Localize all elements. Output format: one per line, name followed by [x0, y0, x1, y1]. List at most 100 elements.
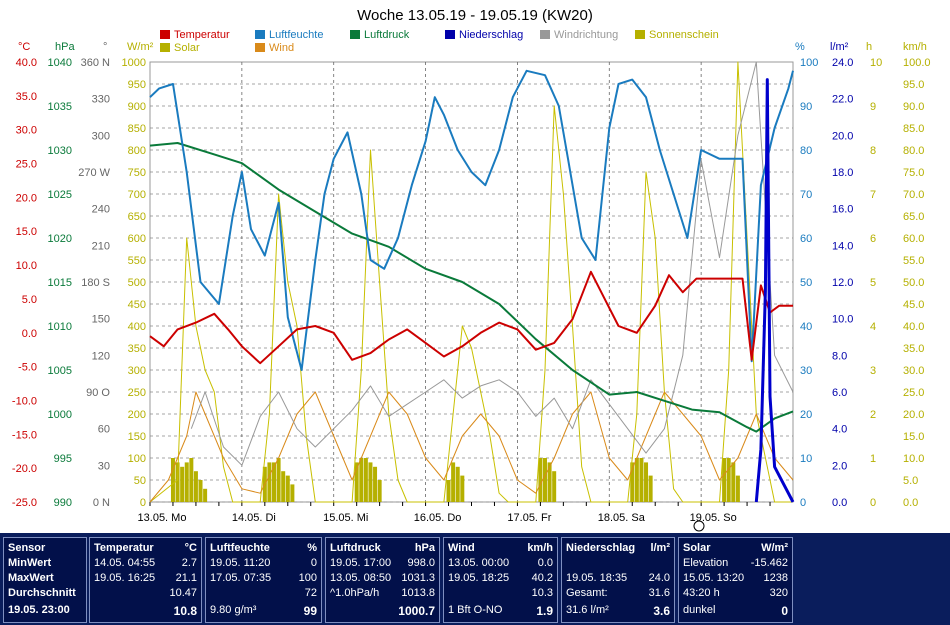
axis-tick-label: 35.0 — [903, 343, 924, 355]
axis-tick-label: 330 — [92, 94, 110, 106]
hum-current: 99 — [303, 604, 317, 618]
axis-unit: % — [795, 41, 805, 53]
wind-header: Wind — [448, 542, 475, 554]
legend-swatch — [160, 43, 170, 52]
axis-tick-label: -10.0 — [12, 395, 37, 407]
axis-tick-label: 20.0 — [16, 192, 37, 204]
axis-unit: °C — [18, 41, 30, 53]
axis-tick-label: 300 — [92, 130, 110, 142]
legend-swatch — [445, 30, 455, 39]
legend-label: Sonnenschein — [649, 29, 719, 41]
axis-tick-label: 1005 — [48, 365, 72, 377]
sunshine-bar — [547, 462, 552, 502]
hum-header: Luftfeuchte — [210, 542, 270, 554]
legend-swatch — [350, 30, 360, 39]
axis-tick-label: 7 — [870, 189, 876, 201]
axis-tick-label: 1020 — [48, 233, 72, 245]
axis-tick-label: 2.0 — [832, 460, 847, 472]
axis-tick-label: 60 — [98, 424, 110, 436]
axis-tick-label: 10 — [870, 57, 882, 69]
axis-tick-label: 40.0 — [903, 321, 924, 333]
sunshine-bar — [722, 458, 727, 502]
axis-tick-label: 40 — [800, 321, 812, 333]
sunshine-bar — [281, 471, 286, 502]
legend-label: Luftdruck — [364, 29, 410, 41]
hum-unit: % — [307, 542, 317, 554]
x-axis-label: 15.05. Mi — [323, 512, 368, 524]
axis-tick-label: 25.0 — [903, 387, 924, 399]
x-axis-label: 14.05. Di — [232, 512, 276, 524]
solar-state: dunkel — [683, 604, 716, 616]
sensor-header: Sensor — [8, 542, 46, 554]
press-trend: ^1.0hPa/h — [330, 587, 380, 599]
axis-tick-label: 270 W — [78, 167, 110, 179]
sunshine-bar — [189, 458, 194, 502]
axis-tick-label: 12.0 — [832, 277, 853, 289]
x-axis-label: 17.05. Fr — [507, 512, 551, 524]
axis-tick-label: 0.0 — [832, 497, 847, 509]
axis-tick-label: 35.0 — [16, 91, 37, 103]
solar-current: 0 — [781, 604, 788, 618]
axis-tick-label: 25.0 — [16, 159, 37, 171]
axis-tick-label: 22.0 — [832, 94, 853, 106]
sunshine-bar — [175, 462, 180, 502]
axis-tick-label: 8.0 — [832, 350, 847, 362]
legend-swatch — [540, 30, 550, 39]
legend-label: Solar — [174, 42, 200, 54]
wind-max-date: 19.05. 18:25 — [448, 572, 510, 584]
solar-elev: -15.462 — [750, 557, 788, 569]
wind-panel: Wind km/h 13.05. 00:00 0.0 19.05. 18:25 40.… — [443, 537, 558, 623]
sunshine-bar — [290, 484, 295, 502]
axis-tick-label: 1000 — [122, 57, 146, 69]
solar-unit: W/m² — [761, 542, 788, 554]
x-axis-label: 13.05. Mo — [138, 512, 187, 524]
axis-tick-label: 800 — [128, 145, 146, 157]
sunshine-bar — [460, 475, 465, 502]
wind-unit: km/h — [527, 542, 553, 554]
axis-tick-label: 0 — [800, 497, 806, 509]
temp-avg: 10.47 — [169, 587, 197, 599]
axis-tick-label: 24.0 — [832, 57, 853, 69]
axis-tick-label: 1035 — [48, 101, 72, 113]
axis-unit: km/h — [903, 41, 927, 53]
axis-tick-label: 600 — [128, 233, 146, 245]
rain-max-date: 19.05. 18:35 — [566, 572, 628, 584]
axis-tick-label: 90 — [800, 101, 812, 113]
axis-tick-label: 65.0 — [903, 211, 924, 223]
min-label: MinWert — [8, 557, 52, 569]
humidity-panel: Luftfeuchte% 19.05. 11:20 0 17.05. 07:35 1… — [205, 537, 322, 623]
temperature-panel: Temperatur °C 14.05. 04:55 2.7 19.05. 16:2… — [89, 537, 202, 623]
sunshine-bar — [267, 462, 272, 502]
sunshine-bar — [552, 471, 557, 502]
hum-min: 0 — [310, 557, 317, 569]
legend-swatch — [635, 30, 645, 39]
axis-tick-label: 10.0 — [16, 260, 37, 272]
temp-max-date: 19.05. 16:25 — [94, 572, 156, 584]
temp-current: 10.8 — [173, 604, 197, 618]
axis-tick-label: 10.0 — [903, 453, 924, 465]
axis-tick-label: 50.0 — [903, 277, 924, 289]
legend-label: Niederschlag — [459, 29, 523, 41]
legend-swatch — [255, 30, 265, 39]
time-marker-icon[interactable] — [693, 520, 705, 532]
axis-tick-label: -20.0 — [12, 463, 37, 475]
axis-tick-label: 1030 — [48, 145, 72, 157]
axis-tick-label: 6 — [870, 233, 876, 245]
sunshine-bar — [203, 488, 208, 502]
series-line-windrichtung — [190, 61, 794, 466]
axis-tick-label: -5.0 — [18, 362, 37, 374]
x-axis-label: 16.05. Do — [414, 512, 462, 524]
axis-tick-label: 0.0 — [903, 497, 918, 509]
rain-sum: 31.6 l/m² — [566, 604, 609, 616]
axis-tick-label: 995 — [54, 453, 72, 465]
sunshine-bar — [184, 462, 189, 502]
axis-tick-label: 650 — [128, 211, 146, 223]
axis-tick-label: 900 — [128, 101, 146, 113]
solar-max: 1238 — [763, 572, 788, 584]
legend-label: Luftfeuchte — [269, 29, 323, 41]
axis-tick-label: 50 — [134, 475, 146, 487]
wind-avg: 10.3 — [531, 587, 553, 599]
hum-max: 100 — [298, 572, 317, 584]
solar-sun-time: 43:20 h — [683, 587, 720, 599]
axis-unit: h — [866, 41, 872, 53]
